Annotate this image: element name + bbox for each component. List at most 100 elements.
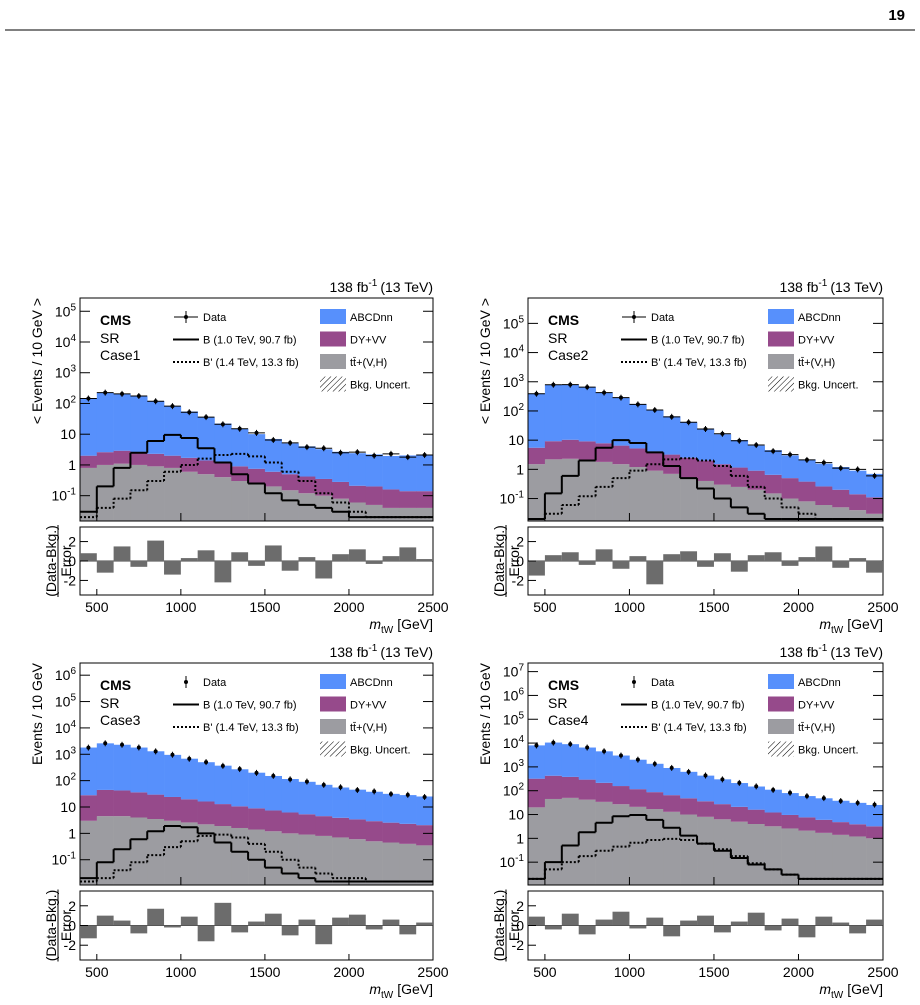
stack-bar	[561, 439, 580, 459]
y-tick-exp: 2	[518, 402, 524, 413]
y-tick-exp: 4	[70, 333, 76, 344]
data-point	[832, 465, 850, 472]
x-tick-label: 2500	[867, 964, 898, 980]
stack-bar	[298, 781, 316, 815]
experiment-label: CMS	[548, 312, 579, 328]
stack-bar	[747, 489, 765, 521]
stack-bar	[315, 784, 333, 817]
legend-label: Bkg. Uncert.	[798, 745, 859, 757]
ratio-bar	[629, 556, 647, 561]
ratio-y-label-den: Error	[506, 545, 522, 576]
lumi-exp: -1	[368, 278, 377, 289]
stack-bar	[629, 759, 647, 790]
ratio-y-label: (Data-Bkg.)	[491, 890, 507, 962]
legend-swatch	[768, 309, 794, 324]
y-tick-label: 102	[503, 402, 525, 419]
stack-bar	[164, 820, 182, 885]
ratio-bar	[781, 561, 799, 566]
lumi-label: 138 fb-1 (13 TeV)	[329, 643, 433, 660]
y-tick-label: 10	[60, 799, 76, 815]
stack-bar	[798, 817, 816, 831]
data-point	[86, 744, 91, 751]
ratio-area	[528, 911, 883, 938]
ratio-bar	[365, 925, 383, 930]
ratio-bar	[832, 922, 850, 926]
y-tick-exp: 6	[70, 666, 76, 677]
stack-bar	[264, 775, 283, 811]
stack-bar	[528, 464, 546, 521]
stack-bar	[332, 481, 350, 499]
data-point	[365, 452, 383, 459]
x-tick-label: 2000	[333, 599, 364, 615]
data-point	[663, 413, 681, 420]
stack-bar	[264, 486, 283, 521]
ratio-bar	[663, 554, 681, 561]
ratio-bar	[578, 561, 596, 565]
stack-bar	[80, 455, 98, 468]
lumi-exp: -1	[368, 643, 377, 654]
legend-swatch	[320, 696, 346, 712]
stack-bar	[180, 799, 198, 823]
ratio-y-tick-label: -2	[64, 937, 77, 953]
ratio-bar	[612, 911, 630, 926]
y-tick-exp: 5	[70, 302, 76, 313]
data-point	[382, 450, 400, 457]
y-tick-exp: 3	[70, 745, 76, 756]
data-point	[568, 741, 573, 748]
stack-bar	[348, 485, 367, 503]
stack-bar	[544, 775, 563, 799]
ratio-bar	[180, 558, 198, 561]
stack-bar	[264, 471, 283, 487]
plot-area	[528, 739, 883, 885]
stack-bar	[832, 822, 850, 835]
stack-bar	[147, 401, 165, 454]
legend-label: Data	[651, 677, 675, 689]
ratio-y-label-den: Error	[506, 910, 522, 941]
x-tick-label: 1000	[614, 964, 645, 980]
data-point	[804, 793, 809, 800]
ratio-bar	[646, 917, 664, 926]
lumi-value: 138 fb	[329, 644, 368, 660]
plot-area	[80, 389, 433, 521]
plot-area	[80, 740, 433, 885]
stack-bar	[164, 467, 182, 521]
y-tick-label: 1	[516, 830, 524, 846]
stack-bar	[113, 744, 131, 791]
data-point	[544, 381, 562, 388]
stack-bar	[629, 448, 647, 468]
stack-bar	[528, 778, 546, 808]
stack-bar	[781, 814, 799, 829]
data-point	[321, 781, 326, 788]
x-tick-label: 1500	[698, 964, 729, 980]
stack-bar	[382, 793, 400, 823]
data-point	[405, 791, 410, 798]
stack-bar	[595, 392, 613, 444]
ratio-bar	[866, 561, 883, 573]
data-point	[332, 449, 349, 456]
stack-bar	[298, 446, 316, 477]
y-tick-label: 10	[60, 426, 76, 442]
ratio-bar	[348, 914, 366, 926]
ratio-bar	[713, 925, 731, 933]
stack-bar	[697, 428, 715, 461]
lumi-value: 138 fb	[329, 279, 368, 295]
data-point	[821, 795, 826, 802]
x-tick-label: 2500	[867, 599, 898, 615]
ratio-y-tick-label: 0	[68, 918, 76, 934]
legend-swatch	[768, 696, 794, 712]
stack-bar	[96, 816, 114, 885]
data-point	[737, 779, 742, 786]
stack-bar	[561, 384, 580, 440]
legend-label: DY+VV	[798, 700, 835, 712]
ratio-bar	[561, 913, 579, 926]
y-axis-label: < Events / 10 GeV >	[29, 298, 45, 424]
x-label-unit: [GeV]	[397, 981, 433, 997]
x-tick-label: 1500	[249, 599, 280, 615]
stack-bar	[866, 804, 883, 827]
data-point	[304, 778, 309, 785]
legend-swatch	[320, 309, 346, 324]
plot-frame	[527, 297, 884, 522]
ratio-bar	[815, 546, 833, 561]
stack-bar	[382, 507, 400, 521]
